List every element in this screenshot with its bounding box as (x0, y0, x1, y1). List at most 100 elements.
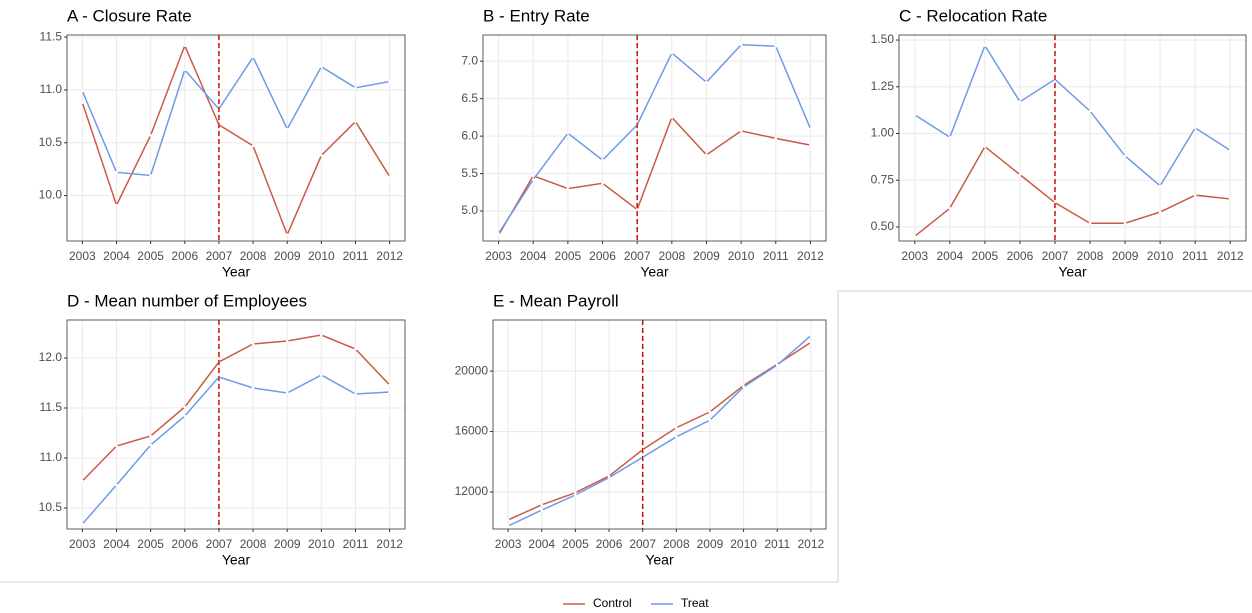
data-point (574, 491, 577, 495)
data-point (635, 208, 639, 211)
data-point (81, 479, 84, 483)
data-point (388, 383, 391, 387)
x-tick-label: 2010 (308, 537, 335, 551)
data-point (708, 410, 712, 414)
data-point (675, 435, 678, 439)
data-point (1158, 184, 1162, 188)
data-point (708, 418, 712, 422)
data-point (1123, 221, 1127, 225)
x-tick-label: 2006 (1007, 249, 1034, 263)
data-point (540, 503, 544, 507)
y-tick-label: 11.0 (40, 450, 63, 464)
panel: E - Mean Payroll 12000 16000 20000 2003 2004 2… (455, 291, 827, 568)
data-point (149, 443, 152, 447)
y-tick-label: 11.5 (40, 400, 63, 414)
data-point (183, 405, 187, 409)
data-point (354, 347, 357, 351)
data-point (948, 135, 952, 139)
data-point (388, 175, 391, 178)
plot-background (67, 35, 405, 241)
x-tick-label: 2003 (485, 249, 512, 263)
x-tick-label: 2012 (1217, 249, 1244, 263)
panel: D - Mean number of Employees 10.5 11.0 11.5… (39, 291, 406, 568)
panel-title: B - Entry Rate (483, 6, 590, 25)
x-axis-title: Year (222, 264, 251, 280)
data-point (775, 363, 779, 367)
x-tick-label: 2007 (629, 537, 656, 551)
data-point (81, 101, 84, 104)
x-tick-label: 2008 (240, 537, 267, 551)
data-point (320, 154, 323, 157)
data-point (251, 342, 255, 346)
y-tick-label: 10.0 (39, 188, 63, 202)
series-line (914, 145, 1231, 237)
data-point (1018, 100, 1022, 104)
data-point (774, 137, 778, 140)
y-tick-label: 0.75 (871, 172, 895, 186)
x-tick-label: 2005 (137, 537, 164, 551)
y-tick-label: 1.25 (871, 79, 895, 93)
data-point (285, 127, 289, 131)
data-point (809, 127, 812, 130)
y-tick-label: 12.0 (39, 350, 63, 364)
x-tick-label: 2004 (528, 537, 555, 551)
data-point (531, 174, 535, 178)
x-axis-title: Year (640, 264, 669, 280)
series-line (81, 334, 391, 482)
data-point (1018, 173, 1022, 176)
y-tick-label: 1.50 (871, 32, 895, 46)
y-tick-label: 16000 (455, 424, 489, 438)
panel-border (492, 319, 827, 530)
x-tick-label: 2003 (901, 249, 928, 263)
x-tick-label: 2011 (763, 249, 789, 263)
data-point (601, 158, 604, 162)
data-point (81, 89, 84, 93)
y-tick-label: 10.5 (39, 135, 63, 149)
series-line (81, 43, 391, 237)
data-point (354, 86, 357, 90)
data-point (566, 131, 570, 135)
data-point (670, 116, 674, 119)
x-tick-label: 2005 (562, 537, 589, 551)
x-tick-label: 2012 (376, 249, 403, 263)
x-tick-label: 2009 (697, 537, 724, 551)
data-point (774, 44, 778, 48)
x-tick-label: 2007 (1042, 249, 1069, 263)
y-tick-label: 12000 (455, 484, 489, 498)
x-tick-label: 2010 (730, 537, 757, 551)
panel: A - Closure Rate 10.0 10.5 11.0 11.5 2003 2004… (39, 6, 406, 280)
data-point (1088, 221, 1092, 225)
data-point (566, 187, 570, 190)
y-tick-label: 11.0 (40, 82, 63, 96)
panel-border (898, 34, 1247, 242)
x-tick-label: 2009 (274, 537, 301, 551)
x-tick-label: 2006 (171, 537, 198, 551)
x-tick-label: 2011 (1182, 249, 1208, 263)
data-point (183, 414, 187, 418)
x-tick-label: 2012 (797, 249, 824, 263)
plot-background (899, 35, 1246, 241)
panel-title: D - Mean number of Employees (67, 291, 307, 310)
panel: C - Relocation Rate 0.50 0.75 1.00 1.25 1.50 2… (871, 6, 1247, 280)
data-point (320, 333, 323, 337)
x-tick-label: 2009 (1112, 249, 1139, 263)
data-point (115, 203, 118, 207)
legend-label: Control (593, 596, 632, 610)
data-point (183, 44, 187, 47)
panel-title: A - Closure Rate (67, 6, 192, 25)
data-point (115, 171, 118, 174)
panel-border (482, 34, 827, 242)
panel-title: E - Mean Payroll (493, 291, 619, 310)
plot-background (67, 320, 405, 529)
y-tick-label: 10.5 (39, 500, 63, 514)
x-tick-label: 2011 (343, 537, 369, 551)
data-point (739, 43, 743, 47)
data-point (506, 524, 510, 528)
y-tick-label: 20000 (455, 363, 489, 377)
x-tick-label: 2007 (206, 537, 233, 551)
y-tick-label: 5.5 (461, 166, 478, 180)
x-tick-label: 2012 (798, 537, 825, 551)
data-point (913, 235, 917, 238)
data-point (531, 178, 535, 181)
data-point (285, 339, 289, 343)
